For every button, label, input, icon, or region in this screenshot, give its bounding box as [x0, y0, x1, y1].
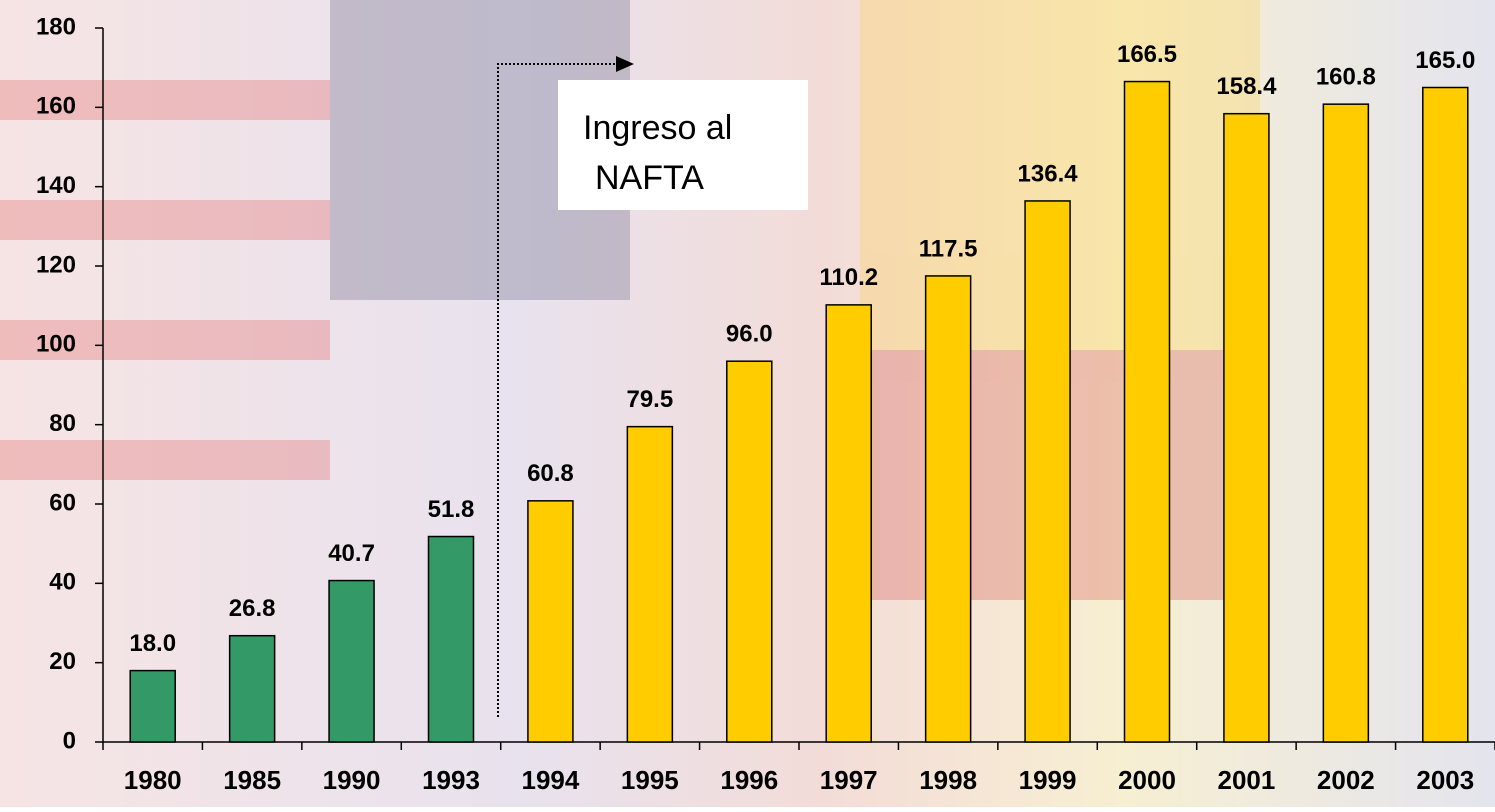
value-label: 26.8 — [229, 595, 276, 622]
x-tick-label: 1994 — [522, 765, 580, 795]
y-tick-label: 40 — [49, 569, 76, 596]
x-tick-label: 1996 — [720, 765, 778, 795]
value-label: 117.5 — [919, 235, 978, 262]
y-tick-label: 60 — [49, 489, 76, 516]
x-tick-label: 1980 — [124, 765, 182, 795]
y-tick-label: 160 — [36, 93, 76, 120]
x-tick-label: 2002 — [1317, 765, 1375, 795]
bar — [1025, 201, 1070, 742]
annotation: NAFTA — [595, 159, 704, 197]
x-tick-label: 2000 — [1118, 765, 1176, 795]
y-tick-label: 140 — [36, 172, 76, 199]
value-label: 96.0 — [726, 321, 773, 348]
y-tick-label: 120 — [36, 251, 76, 278]
x-tick-label: 1999 — [1019, 765, 1077, 795]
y-tick-label: 20 — [49, 648, 76, 675]
chart: Ingreso al NAFTA 0 20 40 60 80 100 120 140 160 18… — [0, 0, 1495, 807]
page: {"chart_data": {"type": "bar", "categori… — [0, 0, 1495, 807]
y-tick-label: 100 — [36, 331, 76, 358]
x-tick-label: 1990 — [323, 765, 381, 795]
x-tick-label: 2001 — [1218, 765, 1276, 795]
bar — [926, 276, 971, 742]
bar — [130, 671, 175, 742]
bar — [627, 427, 672, 742]
y-tick-label: 80 — [49, 410, 76, 437]
value-label: 136.4 — [1018, 160, 1079, 187]
bar — [1224, 114, 1269, 742]
value-label: 165.0 — [1415, 47, 1475, 74]
x-tick-label: 1985 — [223, 765, 281, 795]
x-tick-label: 1998 — [919, 765, 977, 795]
bar — [1323, 104, 1368, 742]
bar — [1125, 82, 1170, 742]
bar — [329, 581, 374, 742]
value-label: 166.5 — [1117, 41, 1177, 68]
x-tick-label: 1995 — [621, 765, 679, 795]
x-tick-label: 1993 — [422, 765, 480, 795]
value-label: 40.7 — [328, 540, 375, 567]
bar — [1423, 88, 1468, 743]
bar — [528, 501, 573, 742]
bar — [727, 361, 772, 742]
value-label: 51.8 — [428, 496, 475, 523]
bar — [230, 636, 275, 742]
value-label: 158.4 — [1216, 73, 1277, 100]
value-label: 79.5 — [626, 386, 673, 413]
value-label: 160.8 — [1316, 64, 1376, 91]
x-tick-label: 2003 — [1416, 765, 1474, 795]
annotation: Ingreso al — [583, 109, 732, 147]
x-tick-label: 1997 — [820, 765, 878, 795]
value-label: 60.8 — [527, 460, 574, 487]
y-tick-label: 0 — [63, 727, 76, 754]
value-label: 18.0 — [129, 630, 176, 657]
bar — [429, 537, 474, 742]
value-label: 110.2 — [819, 264, 878, 291]
y-tick-label: 180 — [36, 13, 76, 40]
bar — [826, 305, 871, 742]
